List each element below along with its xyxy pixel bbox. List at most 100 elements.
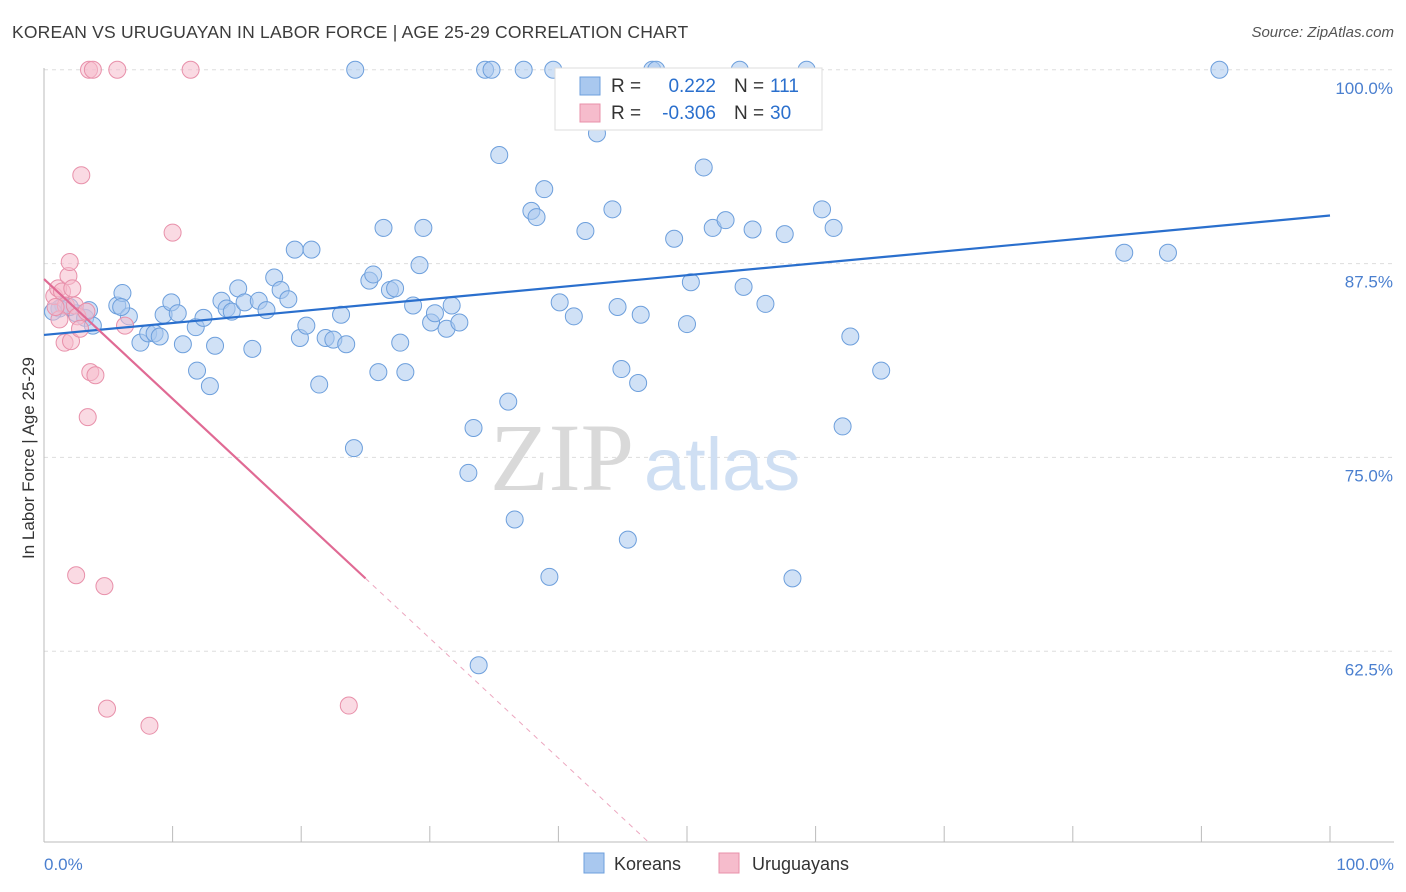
- korean-point-108: [150, 327, 169, 346]
- y-tick-label-3: 62.5%: [1345, 660, 1393, 679]
- korean-point-31: [279, 290, 298, 309]
- series-label-koreans: Koreans: [614, 854, 681, 874]
- korean-point-51: [410, 256, 429, 275]
- korean-point-82: [678, 315, 696, 334]
- korean-point-26: [243, 339, 262, 358]
- korean-point-63: [499, 392, 518, 411]
- gridlines: [44, 69, 1394, 652]
- uruguayan-point-27: [98, 699, 117, 718]
- korean-point-106: [112, 298, 131, 317]
- watermark-atlas: atlas: [644, 423, 800, 506]
- korean-point-74: [603, 200, 622, 219]
- korean-point-83: [681, 273, 700, 292]
- korean-point-64: [505, 510, 524, 529]
- uruguayan-point-12: [71, 319, 90, 338]
- korean-point-90: [775, 225, 794, 244]
- uruguayan-point-20: [67, 566, 86, 585]
- korean-point-35: [302, 240, 321, 259]
- axes: [43, 68, 1394, 843]
- uruguayan-point-24: [140, 716, 159, 735]
- legend-swatch-uruguayans: [579, 103, 601, 123]
- legend-r-value-koreans: 0.222: [668, 76, 716, 97]
- korean-point-91: [783, 569, 802, 588]
- korean-point-34: [297, 316, 316, 335]
- korean-point-102: [482, 60, 501, 79]
- korean-point-54: [425, 304, 444, 323]
- korean-point-48: [391, 333, 410, 352]
- korean-point-62: [490, 146, 509, 165]
- korean-point-68: [535, 180, 554, 199]
- uruguayan-trend-line: [43, 278, 367, 580]
- legend-swatch-koreans: [579, 76, 601, 96]
- korean-point-36: [310, 375, 329, 394]
- korean-point-89: [756, 294, 775, 313]
- korean-points: [44, 60, 1229, 675]
- korean-point-78: [631, 305, 650, 324]
- korean-point-69: [540, 567, 559, 586]
- korean-point-32: [285, 240, 304, 259]
- korean-point-100: [1210, 60, 1229, 79]
- korean-point-99: [1158, 243, 1177, 262]
- uruguayan-point-22: [108, 60, 127, 79]
- korean-point-49: [396, 363, 415, 382]
- x-tick-label-max: 100.0%: [1336, 855, 1394, 874]
- korean-point-41: [344, 439, 363, 458]
- uruguayan-point-16: [83, 60, 102, 79]
- korean-point-87: [734, 277, 753, 296]
- legend-n-value-uruguayans: 30: [770, 103, 791, 124]
- korean-point-47: [386, 279, 405, 298]
- legend-r-value-uruguayans: -0.306: [662, 103, 716, 124]
- korean-point-43: [364, 265, 383, 284]
- korean-point-109: [608, 298, 627, 317]
- korean-point-101: [346, 60, 365, 79]
- korean-point-72: [576, 222, 595, 241]
- korean-point-65: [514, 60, 533, 79]
- y-tick-labels: 100.0% 87.5% 75.0% 62.5%: [1335, 79, 1393, 680]
- uruguayan-point-29: [46, 298, 65, 317]
- korean-point-20: [206, 336, 225, 355]
- legend-n-label-uruguayans: N =: [734, 103, 764, 124]
- series-label-uruguayans: Uruguayans: [752, 854, 849, 874]
- uruguayan-trend-extension: [365, 578, 649, 843]
- legend-r-label-uruguayans: R =: [611, 103, 641, 124]
- korean-point-88: [743, 220, 762, 239]
- uruguayan-point-25: [163, 223, 182, 242]
- korean-point-40: [337, 335, 356, 354]
- watermark-zip: ZIP: [490, 404, 634, 511]
- korean-point-75: [612, 360, 631, 379]
- uruguayan-point-21: [95, 577, 114, 596]
- korean-point-14: [168, 304, 187, 323]
- series-swatch-uruguayans: [718, 852, 740, 874]
- series-legend: Koreans Uruguayans: [583, 852, 849, 874]
- chart-title: KOREAN VS URUGUAYAN IN LABOR FORCE | AGE…: [12, 22, 689, 42]
- korean-point-57: [450, 313, 469, 332]
- series-swatch-koreans: [583, 852, 605, 874]
- korean-point-44: [369, 363, 388, 382]
- korean-point-70: [550, 293, 569, 312]
- uruguayan-points: [45, 60, 358, 735]
- source-credit: Source: ZipAtlas.com: [1251, 24, 1394, 41]
- korean-point-97: [872, 361, 891, 380]
- korean-point-95: [833, 417, 852, 436]
- korean-point-52: [414, 218, 433, 237]
- korean-point-59: [464, 418, 483, 437]
- legend-n-label-koreans: N =: [734, 76, 764, 97]
- korean-point-18: [188, 361, 207, 380]
- korean-point-96: [841, 327, 860, 346]
- uruguayan-point-13: [72, 166, 91, 185]
- korean-trend-line: [43, 214, 1331, 337]
- korean-point-45: [374, 218, 393, 237]
- uruguayan-point-10: [63, 279, 82, 298]
- y-tick-label-0: 100.0%: [1335, 79, 1393, 98]
- korean-point-84: [694, 158, 713, 177]
- korean-point-81: [665, 229, 684, 248]
- trend-lines: [43, 214, 1331, 843]
- korean-point-58: [459, 463, 478, 482]
- uruguayan-point-18: [86, 366, 105, 385]
- korean-point-76: [618, 530, 637, 549]
- legend-n-value-koreans: 111: [770, 76, 799, 97]
- korean-point-60: [469, 656, 488, 675]
- korean-point-19: [200, 377, 219, 396]
- legend-r-label-koreans: R =: [611, 76, 641, 97]
